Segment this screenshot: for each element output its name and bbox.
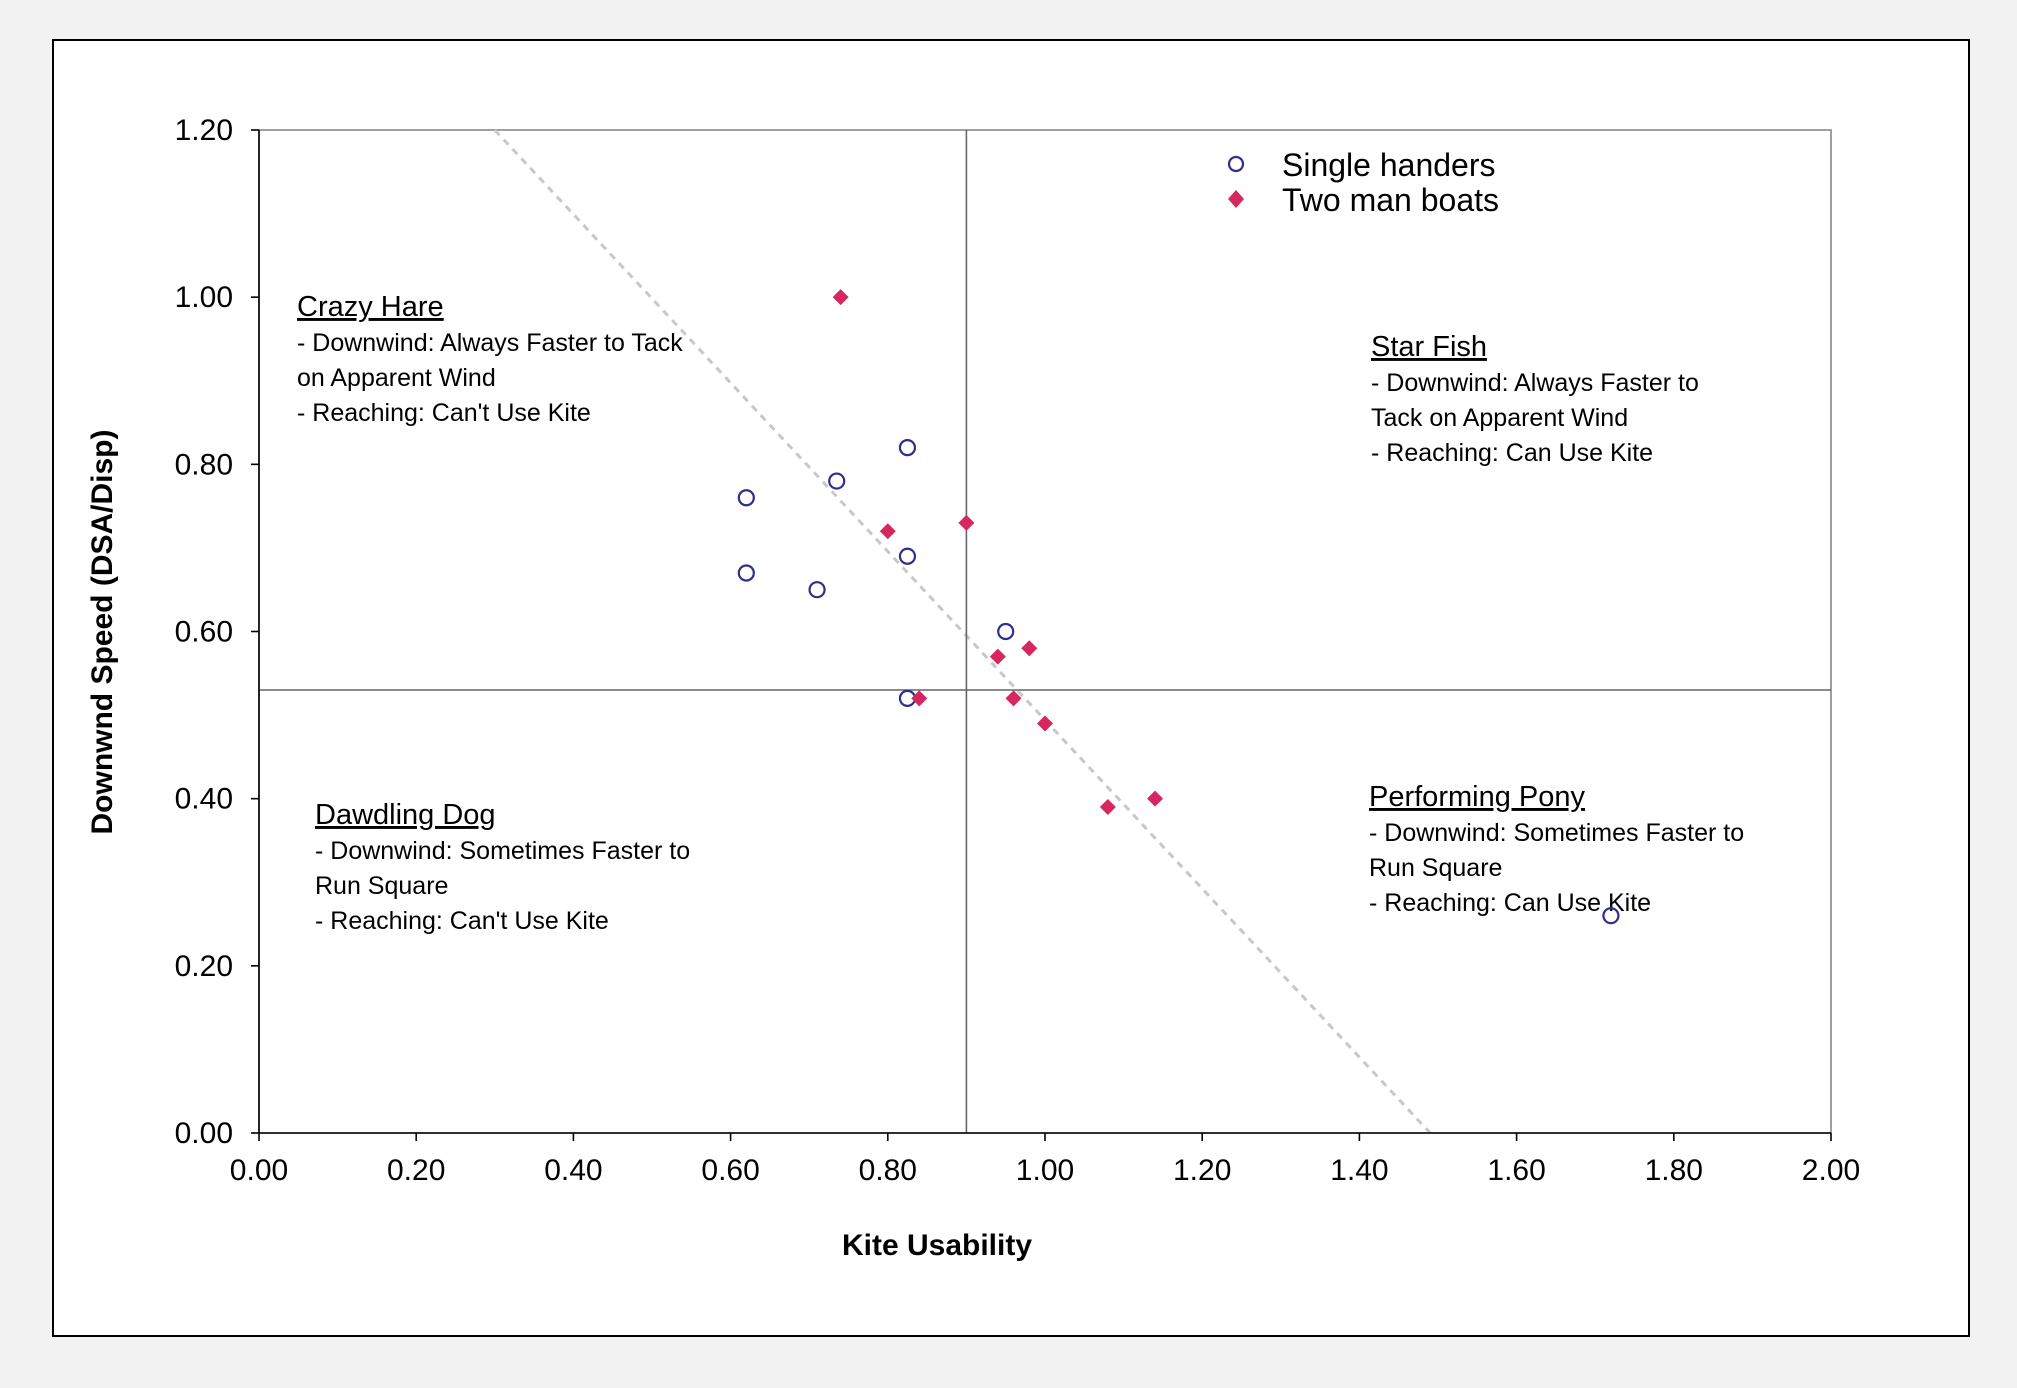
x-tick-label: 0.60 — [701, 1154, 759, 1187]
x-tick-label: 0.40 — [544, 1154, 602, 1187]
two-man-boat-point — [832, 289, 849, 306]
annotation-line: on Apparent Wind — [297, 364, 496, 392]
annotation-dawdling-dog: Dawdling Dog - Downwind: Sometimes Faste… — [315, 799, 690, 935]
y-tick-label: 1.20 — [175, 114, 233, 147]
single-hander-point — [828, 472, 846, 490]
annotation-line: - Reaching: Can Use Kite — [1369, 889, 1651, 917]
y-tick-label: 0.00 — [175, 1117, 233, 1150]
y-tick-label: 0.60 — [175, 616, 233, 649]
annotation-title: Dawdling Dog — [315, 799, 496, 831]
annotation-line: - Downwind: Sometimes Faster to — [1369, 819, 1744, 847]
annotation-line: - Downwind: Always Faster to — [1371, 369, 1699, 397]
legend-marker-single-handers — [1227, 155, 1245, 173]
data-points — [737, 289, 1620, 925]
single-hander-point — [737, 564, 755, 582]
two-man-boat-point — [1147, 790, 1164, 807]
annotation-performing-pony: Performing Pony - Downwind: Sometimes Fa… — [1369, 781, 1744, 917]
two-man-boat-point — [879, 523, 896, 540]
x-tick-label: 0.80 — [859, 1154, 917, 1187]
legend-label: Two man boats — [1282, 182, 1499, 218]
annotation-line: - Reaching: Can Use Kite — [1371, 439, 1653, 467]
x-tick-label: 0.20 — [387, 1154, 445, 1187]
y-tick-label: 0.80 — [175, 448, 233, 481]
x-tick-label: 1.20 — [1173, 1154, 1231, 1187]
annotation-crazy-hare: Crazy Hare - Downwind: Always Faster to … — [297, 291, 683, 427]
two-man-boat-point — [1037, 715, 1053, 732]
annotation-line: - Downwind: Sometimes Faster to — [315, 837, 690, 865]
annotation-title: Crazy Hare — [297, 291, 444, 323]
annotation-line: Run Square — [315, 872, 448, 900]
tick-labels: 0.00 0.20 0.40 0.60 0.80 1.00 1.20 1.40 1.60 1.80… — [175, 114, 1861, 1187]
single-hander-point — [997, 622, 1015, 641]
two-man-boat-point — [1021, 640, 1038, 657]
y-axis-title: Downwnd Speed (DSA/Disp) — [86, 430, 119, 835]
y-tick-label: 0.20 — [175, 950, 233, 983]
legend-label: Single handers — [1282, 147, 1495, 183]
annotation-line: - Downwind: Always Faster to Tack — [297, 329, 683, 357]
reference-lines — [259, 130, 1831, 1133]
x-tick-label: 1.00 — [1016, 1154, 1074, 1187]
annotation-line: - Reaching: Can't Use Kite — [297, 399, 591, 427]
single-hander-point — [808, 581, 826, 599]
annotation-title: Star Fish — [1371, 331, 1487, 363]
two-man-boat-point — [989, 648, 1006, 665]
axes — [251, 129, 1832, 1141]
single-hander-point — [898, 439, 917, 457]
two-man-boat-point — [1005, 690, 1022, 707]
two-man-boat-point — [958, 514, 975, 531]
legend-marker-two-man-boats — [1228, 190, 1244, 208]
y-tick-label: 0.40 — [175, 783, 233, 816]
y-tick-label: 1.00 — [175, 281, 233, 314]
single-hander-point — [1602, 907, 1620, 925]
annotation-star-fish: Star Fish - Downwind: Always Faster to T… — [1371, 331, 1699, 467]
annotation-line: - Reaching: Can't Use Kite — [315, 907, 609, 935]
annotation-line: Tack on Apparent Wind — [1371, 404, 1628, 432]
x-tick-label: 1.80 — [1645, 1154, 1703, 1187]
plot-area — [258, 129, 1832, 1134]
x-tick-label: 0.00 — [230, 1154, 288, 1187]
annotation-title: Performing Pony — [1369, 781, 1585, 813]
single-hander-point — [737, 489, 755, 507]
legend: Single handers Two man boats — [1227, 147, 1499, 218]
x-tick-label: 2.00 — [1802, 1154, 1860, 1187]
x-axis-title: Kite Usability — [842, 1229, 1032, 1262]
x-tick-label: 1.40 — [1330, 1154, 1388, 1187]
x-tick-label: 1.60 — [1487, 1154, 1545, 1187]
single-hander-point — [898, 547, 917, 565]
two-man-boat-point — [911, 690, 928, 707]
two-man-boat-point — [1099, 799, 1116, 816]
annotation-line: Run Square — [1369, 854, 1502, 882]
